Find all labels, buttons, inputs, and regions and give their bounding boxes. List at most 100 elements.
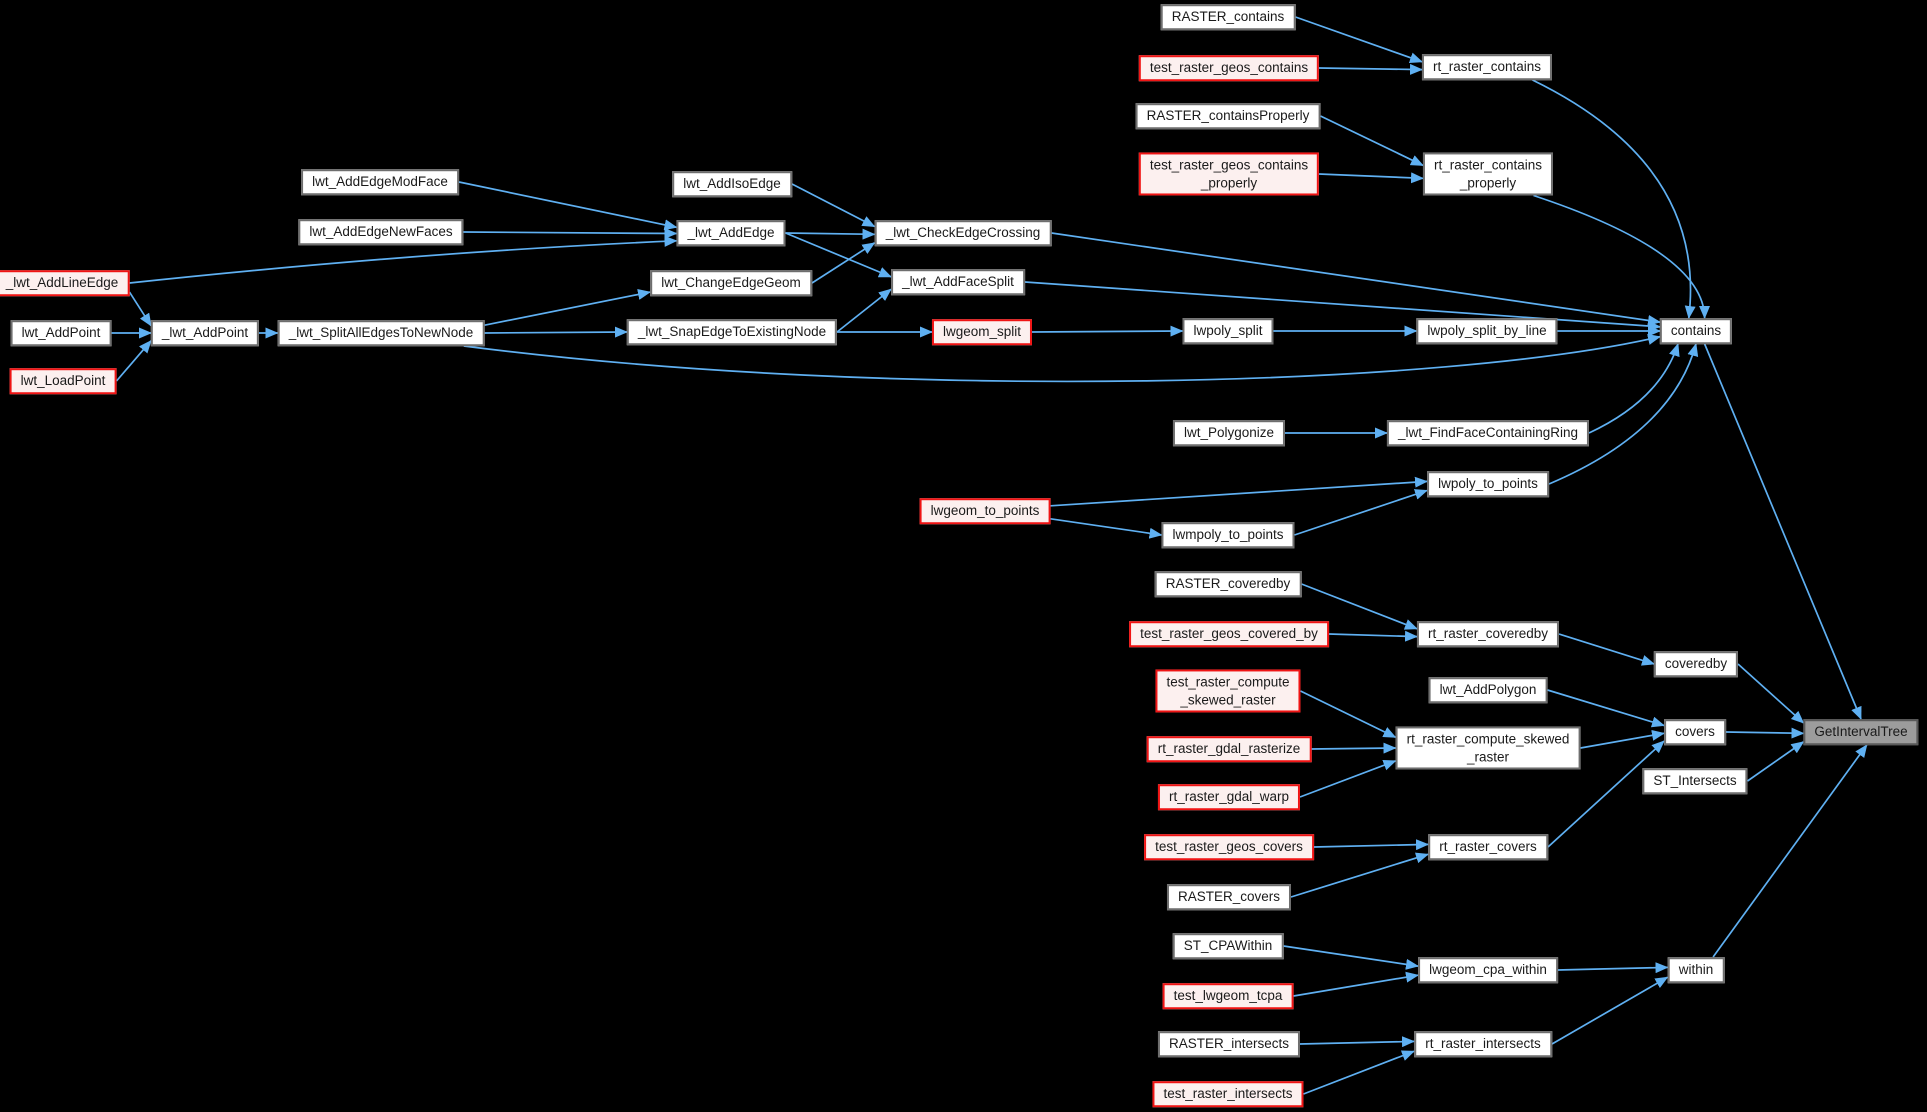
- edge-rt_raster_intersects-to-within: [1551, 976, 1669, 1045]
- edge-rt_raster_compute_skewed_raster-to-covers: [1580, 729, 1665, 749]
- edge-test_raster_intersects-to-rt_raster_intersects: [1303, 1050, 1415, 1095]
- graph-node-lwgeom_cpa_within[interactable]: lwgeom_cpa_within: [1418, 957, 1558, 983]
- graph-node-test_raster_intersects[interactable]: test_raster_intersects: [1152, 1081, 1304, 1107]
- edge-RASTER_intersects-to-rt_raster_intersects: [1299, 1036, 1415, 1048]
- graph-node-_lwt_AddLineEdge[interactable]: _lwt_AddLineEdge: [0, 270, 130, 296]
- graph-node-lwgeom_split[interactable]: lwgeom_split: [931, 319, 1033, 345]
- graph-node-lwt_ChangeEdgeGeom[interactable]: lwt_ChangeEdgeGeom: [650, 270, 812, 296]
- edge-_lwt_AddEdge-to-_lwt_AddFaceSplit: [785, 232, 892, 278]
- edge-test_raster_geos_covered_by-to-rt_raster_coveredby: [1328, 630, 1418, 642]
- edge-ST_Intersects-to-GetIntervalTree: [1747, 741, 1805, 782]
- graph-node-lwt_AddEdgeModFace[interactable]: lwt_AddEdgeModFace: [301, 169, 459, 195]
- graph-node-_lwt_SnapEdgeToExistingNode[interactable]: _lwt_SnapEdgeToExistingNode: [626, 319, 838, 345]
- edge-rt_raster_covers-to-covers: [1547, 740, 1665, 848]
- graph-node-lwt_LoadPoint[interactable]: lwt_LoadPoint: [9, 368, 117, 394]
- graph-node-rt_raster_contains_properly[interactable]: rt_raster_contains _properly: [1422, 152, 1554, 196]
- graph-node-test_raster_geos_contains[interactable]: test_raster_geos_contains: [1138, 55, 1320, 81]
- graph-node-coveredby[interactable]: coveredby: [1653, 651, 1739, 677]
- graph-node-_lwt_AddPoint[interactable]: _lwt_AddPoint: [150, 320, 260, 346]
- graph-node-RASTER_contains[interactable]: RASTER_contains: [1160, 4, 1296, 30]
- graph-node-rt_raster_contains[interactable]: rt_raster_contains: [1421, 54, 1553, 80]
- edge-lwmpoly_to_points-to-lwpoly_to_points: [1294, 489, 1428, 536]
- graph-node-rt_raster_intersects[interactable]: rt_raster_intersects: [1414, 1031, 1552, 1057]
- graph-node-RASTER_coveredby[interactable]: RASTER_coveredby: [1154, 571, 1302, 597]
- graph-node-rt_raster_covers[interactable]: rt_raster_covers: [1428, 834, 1548, 860]
- edge-lwgeom_to_points-to-lwmpoly_to_points: [1050, 517, 1163, 539]
- edge-_lwt_SnapEdgeToExistingNode-to-_lwt_AddFaceSplit: [836, 288, 892, 333]
- graph-node-test_raster_geos_contains_properly[interactable]: test_raster_geos_contains _properly: [1138, 152, 1320, 196]
- edge-RASTER_containsProperly-to-rt_raster_contains_properly: [1320, 115, 1424, 167]
- graph-node-test_raster_compute_skewed_raster[interactable]: test_raster_compute _skewed_raster: [1155, 669, 1301, 713]
- edge-lwpoly_to_points-to-contains: [1548, 343, 1699, 485]
- graph-node-rt_raster_compute_skewed_raster[interactable]: rt_raster_compute_skewed _raster: [1395, 726, 1581, 770]
- edge-test_lwgeom_tcpa-to-lwgeom_cpa_within: [1293, 971, 1419, 997]
- graph-node-lwt_AddPoint[interactable]: lwt_AddPoint: [10, 320, 112, 346]
- edge-_lwt_AddLineEdge-to-_lwt_AddPoint: [128, 291, 152, 327]
- graph-node-within[interactable]: within: [1667, 957, 1725, 983]
- graph-node-lwt_AddEdgeNewFaces[interactable]: lwt_AddEdgeNewFaces: [298, 219, 464, 245]
- edge-_lwt_AddLineEdge-to-_lwt_AddEdge: [129, 235, 678, 284]
- edge-lwgeom_split-to-lwpoly_split: [1031, 325, 1184, 337]
- graph-node-_lwt_SplitAllEdgesToNewNode[interactable]: _lwt_SplitAllEdgesToNewNode: [277, 320, 485, 346]
- graph-node-test_lwgeom_tcpa[interactable]: test_lwgeom_tcpa: [1162, 983, 1294, 1009]
- graph-node-lwmpoly_to_points[interactable]: lwmpoly_to_points: [1161, 522, 1295, 548]
- graph-node-rt_raster_gdal_warp[interactable]: rt_raster_gdal_warp: [1157, 784, 1301, 810]
- graph-node-test_raster_geos_covers[interactable]: test_raster_geos_covers: [1144, 834, 1314, 860]
- edge-contains-to-GetIntervalTree: [1703, 343, 1862, 720]
- graph-node-_lwt_AddEdge[interactable]: _lwt_AddEdge: [676, 220, 786, 246]
- graph-node-covers[interactable]: covers: [1664, 719, 1726, 745]
- edge-_lwt_FindFaceContainingRing-to-contains: [1588, 343, 1680, 434]
- edge-lwt_AddPolygon-to-covers: [1547, 689, 1665, 728]
- graph-node-RASTER_intersects[interactable]: RASTER_intersects: [1157, 1031, 1301, 1057]
- graph-node-contains[interactable]: contains: [1659, 318, 1733, 344]
- edge-_lwt_SplitAllEdgesToNewNode-to-contains: [463, 334, 1661, 383]
- edge-rt_raster_gdal_rasterize-to-rt_raster_compute_skewed_raster: [1311, 742, 1397, 754]
- edge-_lwt_AddFaceSplit-to-contains: [1024, 281, 1661, 332]
- graph-node-lwpoly_to_points[interactable]: lwpoly_to_points: [1427, 471, 1549, 497]
- graph-node-rt_raster_coveredby[interactable]: rt_raster_coveredby: [1416, 621, 1560, 647]
- graph-node-GetIntervalTree: GetIntervalTree: [1803, 719, 1919, 745]
- edge-rt_raster_contains_properly-to-contains: [1533, 194, 1711, 319]
- edge-_lwt_SplitAllEdgesToNewNode-to-lwt_ChangeEdgeGeom: [484, 289, 651, 327]
- edge-RASTER_covers-to-rt_raster_covers: [1290, 852, 1429, 898]
- graph-node-lwt_Polygonize[interactable]: lwt_Polygonize: [1172, 420, 1286, 446]
- edge-lwt_AddEdgeNewFaces-to-_lwt_AddEdge: [463, 227, 678, 239]
- edge-rt_raster_gdal_warp-to-rt_raster_compute_skewed_raster: [1299, 759, 1397, 798]
- graph-node-rt_raster_gdal_rasterize[interactable]: rt_raster_gdal_rasterize: [1146, 736, 1312, 762]
- edge-covers-to-GetIntervalTree: [1725, 727, 1805, 739]
- graph-node-lwpoly_split_by_line[interactable]: lwpoly_split_by_line: [1416, 318, 1558, 344]
- graph-node-lwgeom_to_points[interactable]: lwgeom_to_points: [919, 498, 1051, 524]
- edge-RASTER_contains-to-rt_raster_contains: [1295, 16, 1423, 63]
- edge-ST_CPAWithin-to-lwgeom_cpa_within: [1283, 945, 1419, 970]
- graph-node-_lwt_FindFaceContainingRing[interactable]: _lwt_FindFaceContainingRing: [1386, 420, 1590, 446]
- edge-lwt_AddEdgeModFace-to-_lwt_AddEdge: [458, 181, 678, 231]
- graph-node-test_raster_geos_covered_by[interactable]: test_raster_geos_covered_by: [1129, 621, 1329, 647]
- edge-within-to-GetIntervalTree: [1712, 744, 1868, 958]
- edge-lwt_LoadPoint-to-_lwt_AddPoint: [115, 340, 152, 382]
- edge-_lwt_CheckEdgeCrossing-to-contains: [1051, 232, 1661, 326]
- edge-lwt_AddIsoEdge-to-_lwt_CheckEdgeCrossing: [791, 183, 876, 228]
- graph-node-ST_CPAWithin[interactable]: ST_CPAWithin: [1172, 933, 1284, 959]
- graph-node-lwt_AddIsoEdge[interactable]: lwt_AddIsoEdge: [672, 171, 792, 197]
- edge-rt_raster_contains-to-contains: [1532, 79, 1696, 319]
- edge-test_raster_geos_contains_properly-to-rt_raster_contains_properly: [1318, 172, 1424, 184]
- graph-node-_lwt_AddFaceSplit[interactable]: _lwt_AddFaceSplit: [891, 269, 1025, 295]
- graph-node-RASTER_containsProperly[interactable]: RASTER_containsProperly: [1135, 103, 1321, 129]
- edge-coveredby-to-GetIntervalTree: [1737, 663, 1805, 724]
- graph-node-_lwt_CheckEdgeCrossing[interactable]: _lwt_CheckEdgeCrossing: [874, 220, 1052, 246]
- edge-test_raster_compute_skewed_raster-to-rt_raster_compute_skewed_raster: [1300, 690, 1397, 739]
- edge-_lwt_AddEdge-to-_lwt_CheckEdgeCrossing: [785, 228, 876, 240]
- graph-node-ST_Intersects[interactable]: ST_Intersects: [1642, 768, 1748, 794]
- edge-_lwt_SplitAllEdgesToNewNode-to-_lwt_SnapEdgeToExistingNode: [484, 326, 628, 338]
- edge-test_raster_geos_covers-to-rt_raster_covers: [1313, 839, 1429, 851]
- edge-rt_raster_coveredby-to-coveredby: [1558, 633, 1655, 666]
- graph-node-RASTER_covers[interactable]: RASTER_covers: [1166, 884, 1292, 910]
- edge-lwgeom_to_points-to-lwpoly_to_points: [1050, 476, 1428, 507]
- graph-node-lwt_AddPolygon[interactable]: lwt_AddPolygon: [1428, 677, 1548, 703]
- edge-test_raster_geos_contains-to-rt_raster_contains: [1318, 63, 1423, 75]
- edge-RASTER_coveredby-to-rt_raster_coveredby: [1301, 583, 1418, 630]
- edge-lwt_ChangeEdgeGeom-to-_lwt_CheckEdgeCrossing: [811, 242, 876, 284]
- graph-node-lwpoly_split[interactable]: lwpoly_split: [1182, 318, 1274, 344]
